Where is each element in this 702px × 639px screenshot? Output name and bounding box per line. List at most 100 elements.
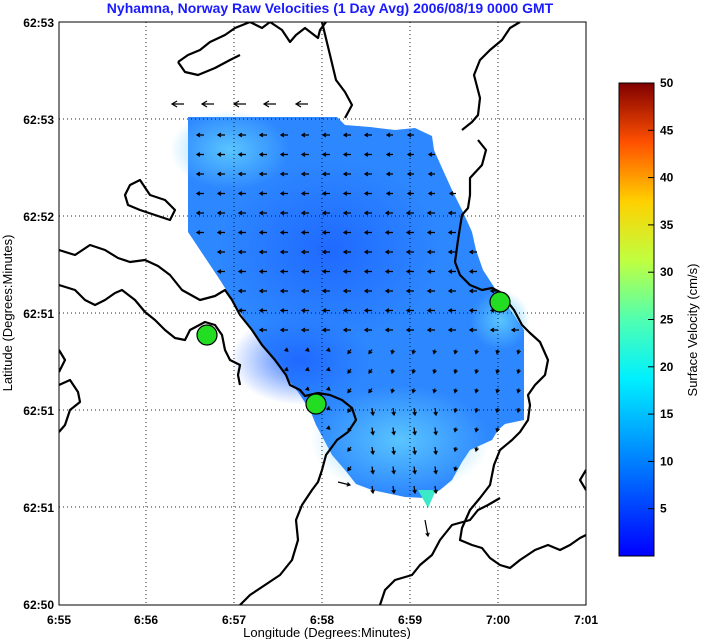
velocity-arrow (468, 327, 477, 333)
velocity-arrow (426, 269, 435, 274)
field-blob (230, 315, 370, 405)
velocity-arrow (237, 230, 246, 235)
velocity-arrow (258, 249, 267, 255)
velocity-arrow (300, 308, 309, 313)
velocity-arrow (405, 249, 414, 255)
velocity-arrow (474, 407, 479, 414)
velocity-arrow (258, 308, 267, 313)
velocity-arrow (489, 288, 498, 294)
y-tick-label: 62:51 (23, 501, 54, 515)
velocity-arrow (411, 349, 416, 355)
colorbar-ticks: 5 10 15 20 25 30 35 40 45 50 (648, 76, 674, 516)
y-tick-label: 62:51 (23, 307, 54, 321)
velocity-arrow (279, 288, 288, 294)
y-tick-label: 62:51 (23, 404, 54, 418)
velocity-arrow (195, 152, 204, 157)
velocity-arrow (216, 152, 225, 157)
velocity-arrow (342, 210, 351, 216)
chart-title: Nyhamna, Norway Raw Velocities (1 Day Av… (107, 0, 554, 16)
velocity-arrow (453, 368, 458, 375)
velocity-arrow (237, 288, 246, 294)
x-tick-label: 6:59 (398, 613, 422, 627)
velocity-arrow (321, 269, 330, 274)
velocity-arrow (347, 407, 352, 413)
velocity-arrow (368, 388, 373, 394)
velocity-arrow (384, 210, 393, 216)
velocity-arrow (283, 347, 289, 352)
velocity-arrow (279, 210, 288, 216)
velocity-arrow (279, 191, 288, 196)
velocity-arrow (411, 388, 416, 394)
velocity-arrow (321, 210, 330, 216)
velocity-arrow (237, 132, 246, 138)
velocity-arrow (300, 288, 309, 294)
velocity-arrow (516, 349, 521, 355)
colorbar-tick-label: 45 (660, 123, 674, 137)
velocity-arrow (300, 327, 309, 333)
velocity-arrow (342, 191, 351, 196)
velocity-arrow (385, 191, 393, 196)
field-blob (170, 110, 290, 190)
velocity-arrow (216, 191, 225, 196)
velocity-arrow (406, 191, 414, 196)
velocity-arrow (447, 308, 456, 313)
velocity-arrow (433, 407, 438, 417)
velocity-arrow (390, 388, 395, 394)
velocity-arrow (258, 152, 267, 157)
velocity-arrow (412, 446, 417, 456)
colorbar-tick-label: 20 (660, 360, 674, 374)
velocity-arrow (321, 327, 330, 333)
velocity-arrow (347, 446, 352, 452)
velocity-arrow (216, 210, 225, 216)
velocity-arrow (453, 388, 458, 394)
velocity-arrow (406, 152, 414, 157)
station-marker (305, 393, 327, 415)
x-tick-label: 6:58 (310, 613, 334, 627)
velocity-arrow (342, 171, 351, 177)
velocity-arrow (363, 171, 372, 177)
velocity-arrow (321, 288, 330, 294)
x-tick-label: 7:00 (486, 613, 510, 627)
velocity-arrow (468, 288, 477, 294)
velocity-arrow (325, 366, 331, 372)
velocity-arrow (363, 230, 372, 235)
velocity-arrow (368, 349, 373, 355)
velocity-arrow (447, 210, 456, 216)
colorbar-label: Surface Velocity (cm/s) (685, 264, 700, 397)
velocity-arrow (412, 466, 417, 475)
colorbar-tick-label: 40 (660, 171, 674, 185)
velocity-arrow (468, 249, 477, 255)
velocity-arrow (426, 308, 435, 313)
velocity-arrow (432, 349, 437, 355)
velocity-arrow (321, 132, 330, 138)
velocity-arrow (390, 349, 395, 355)
velocity-arrow (453, 466, 458, 472)
velocity-arrow (342, 308, 351, 313)
velocity-arrow (405, 327, 414, 333)
velocity-arrow (370, 427, 375, 436)
y-tick-label: 62:53 (23, 113, 54, 127)
velocity-arrow (453, 446, 458, 453)
station-marker (489, 291, 511, 313)
field-blob (220, 160, 440, 340)
velocity-arrow (325, 386, 331, 391)
colorbar-tick-label: 10 (660, 454, 674, 468)
velocity-arrow (195, 230, 204, 235)
velocity-arrow (516, 388, 521, 394)
velocity-arrow (304, 347, 310, 352)
velocity-arrow (300, 210, 309, 216)
velocity-arrow (495, 368, 500, 375)
colorbar-tick-label: 25 (660, 313, 674, 327)
velocity-arrow (447, 249, 456, 255)
velocity-arrow (279, 249, 288, 255)
velocity-arrow (406, 132, 414, 138)
velocity-arrow (342, 152, 351, 157)
velocity-arrow (433, 485, 438, 495)
velocity-arrow (474, 388, 479, 394)
velocity-arrow (279, 171, 288, 177)
velocity-arrow (347, 466, 352, 472)
velocity-arrow (495, 349, 500, 355)
velocity-arrow (325, 425, 331, 430)
velocity-arrow (426, 249, 435, 255)
velocity-arrow (300, 249, 309, 255)
